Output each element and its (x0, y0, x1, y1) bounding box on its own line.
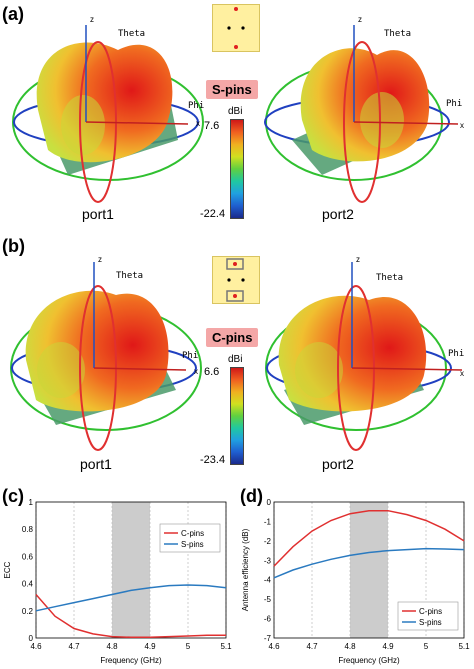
panel-letter-b: (b) (2, 236, 25, 256)
panel-letter-d: (d) (240, 486, 263, 506)
series-line-s-pins (273, 547, 465, 579)
y-tick-label: -6 (264, 615, 272, 624)
colorbar-min-b: -23.4 (200, 454, 226, 466)
radiation-pattern-a-port2: z Theta Phi x (264, 15, 464, 203)
svg-text:z: z (98, 255, 102, 264)
phi-label: Phi (188, 101, 204, 111)
y-tick-label: -1 (264, 517, 272, 526)
y-tick-label: -4 (264, 576, 272, 585)
svg-text:Phi: Phi (448, 349, 464, 359)
radiation-pattern-a-port1: z Theta Phi x (12, 15, 204, 203)
colorbar-max-b: 6.6 (204, 366, 220, 378)
radiation-pattern-b-port1: z Theta Phi x (10, 255, 202, 451)
colorbar-a (230, 119, 244, 219)
x-tick-label: 4.8 (106, 642, 118, 651)
y-tick-label: 1 (29, 498, 34, 507)
legend-label: C-pins (181, 529, 204, 538)
x-axis-title: Frequency (GHz) (100, 656, 162, 665)
x-tick-label: 4.9 (144, 642, 156, 651)
y-tick-label: 0.8 (22, 525, 34, 534)
pin-badge-c: C-pins (206, 328, 259, 347)
x-axis-label: x (196, 119, 200, 128)
port-label-a-right: port2 (322, 206, 354, 222)
port-label-b-right: port2 (322, 456, 354, 472)
y-tick-label: 0.4 (22, 580, 34, 589)
x-tick-label: 5.1 (220, 642, 232, 651)
efficiency-chart: 4.6 4.7 4.8 4.9 5 5.1 -7 -6 -5 -4 -3 -2 -1 0 C-pins S-p… (241, 498, 470, 665)
panel-letter-c: (c) (2, 486, 24, 506)
y-tick-label: 0 (29, 634, 34, 643)
svg-text:Theta: Theta (116, 271, 143, 281)
pin-layout-s (212, 4, 260, 52)
panel-letter-a: (a) (2, 4, 24, 24)
legend-label: C-pins (419, 607, 442, 616)
x-tick-label: 4.6 (30, 642, 42, 651)
colorbar-unit-a: dBi (228, 106, 243, 117)
svg-text:z: z (358, 15, 362, 24)
series-line-c-pins (35, 594, 226, 639)
x-tick-label: 5.1 (458, 642, 470, 651)
radiation-pattern-b-port2: z Theta Phi x (265, 255, 464, 451)
y-tick-label: -7 (264, 634, 272, 643)
y-tick-label: -2 (264, 537, 272, 546)
y-tick-label: 0.6 (22, 552, 34, 561)
legend-box (159, 523, 221, 553)
theta-label: Theta (118, 29, 145, 39)
svg-text:Theta: Theta (376, 273, 403, 283)
series-line-s-pins (35, 584, 227, 612)
port-label-a-left: port1 (82, 206, 114, 222)
x-tick-label: 4.9 (382, 642, 394, 651)
y-axis-title: Antenna efficiency (dB) (241, 528, 250, 611)
colorbar-min-a: -22.4 (200, 208, 226, 220)
svg-text:Theta: Theta (384, 29, 411, 39)
x-tick-label: 5 (424, 642, 429, 651)
y-tick-label: -5 (264, 595, 272, 604)
x-tick-label: 4.7 (68, 642, 80, 651)
x-tick-label: 4.7 (306, 642, 318, 651)
x-axis-title: Frequency (GHz) (338, 656, 400, 665)
shaded-band (350, 502, 388, 638)
x-tick-label: 5 (186, 642, 191, 651)
y-tick-label: 0 (267, 498, 272, 507)
colorbar-b (230, 367, 244, 465)
legend-box (397, 601, 459, 631)
svg-text:z: z (356, 255, 360, 264)
pin-badge-s: S-pins (206, 80, 258, 99)
port-label-b-left: port1 (80, 456, 112, 472)
x-tick-label: 4.8 (344, 642, 356, 651)
colorbar-unit-b: dBi (228, 354, 243, 365)
y-tick-label: -3 (264, 556, 272, 565)
pin-layout-c (212, 256, 260, 304)
plot-frame (273, 501, 465, 639)
z-axis-label: z (90, 15, 94, 24)
shaded-band (112, 502, 150, 638)
svg-text:x: x (460, 369, 464, 378)
y-tick-label: 0.2 (22, 607, 34, 616)
series-line-c-pins (273, 509, 465, 567)
legend-label: S-pins (181, 540, 204, 549)
svg-text:x: x (194, 367, 198, 376)
svg-text:x: x (460, 121, 464, 130)
ecc-chart: 4.6 4.7 4.8 4.9 5 5.1 0 0.2 0.4 0.6 0.8 1 C-pins S-pi… (3, 498, 232, 665)
svg-text:Phi: Phi (182, 351, 198, 361)
colorbar-max-a: 7.6 (204, 120, 220, 132)
x-tick-label: 4.6 (268, 642, 280, 651)
y-axis-title: ECC (3, 561, 12, 578)
svg-text:Phi: Phi (446, 99, 462, 109)
legend-label: S-pins (419, 618, 442, 627)
